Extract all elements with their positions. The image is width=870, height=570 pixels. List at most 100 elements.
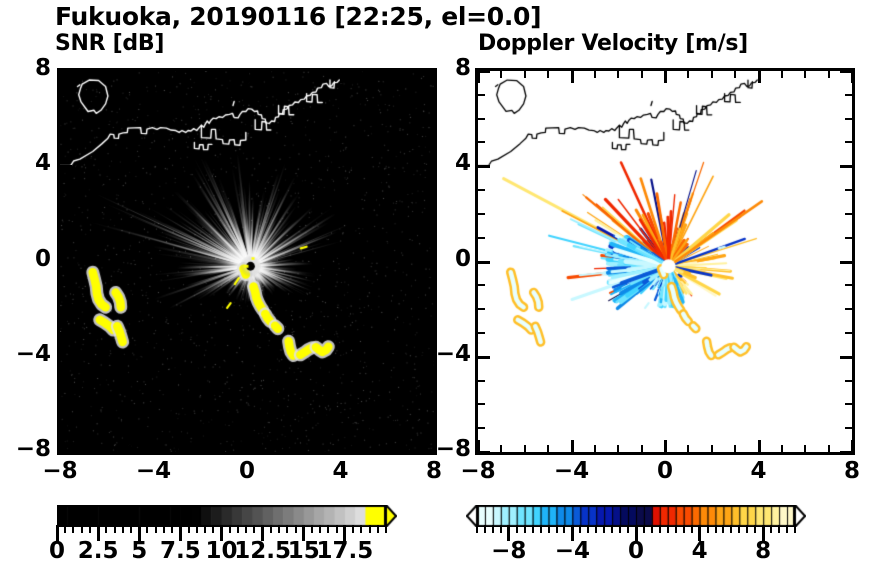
xtick-bottom[interactable] bbox=[58, 440, 62, 452]
ytick-label[interactable]: 0 bbox=[34, 245, 51, 272]
colorbar-tick[interactable] bbox=[294, 525, 297, 533]
xtick-label[interactable]: 8 bbox=[425, 458, 442, 484]
colorbar-tick[interactable] bbox=[563, 525, 566, 533]
colorbar-tick[interactable] bbox=[619, 525, 622, 533]
ytick-label[interactable]: 4 bbox=[454, 150, 471, 177]
ytick-right[interactable] bbox=[427, 332, 434, 334]
ytick-right[interactable] bbox=[427, 380, 434, 382]
ytick-left[interactable] bbox=[60, 284, 67, 286]
ytick-right[interactable] bbox=[427, 118, 434, 120]
ytick-left[interactable] bbox=[60, 427, 67, 429]
ytick-right[interactable] bbox=[845, 427, 852, 429]
colorbar-tick[interactable] bbox=[368, 525, 371, 533]
colorbar-tick[interactable] bbox=[666, 525, 669, 533]
ytick-right[interactable] bbox=[840, 450, 852, 454]
ytick-label[interactable]: 4 bbox=[34, 150, 51, 177]
xtick-bottom[interactable] bbox=[316, 445, 318, 452]
xtick-bottom[interactable] bbox=[687, 445, 689, 452]
xtick-top[interactable] bbox=[547, 71, 549, 78]
ytick-right[interactable] bbox=[422, 260, 434, 264]
xtick-top[interactable] bbox=[386, 71, 388, 78]
ytick-label[interactable]: 0 bbox=[454, 245, 471, 272]
xtick-bottom[interactable] bbox=[850, 440, 854, 452]
xtick-label[interactable]: −8 bbox=[460, 458, 496, 484]
ytick-left[interactable] bbox=[478, 164, 490, 168]
colorbar-tick[interactable] bbox=[786, 525, 789, 533]
xtick-label[interactable]: 4 bbox=[332, 458, 349, 484]
colorbar-tick-label[interactable]: 10 bbox=[205, 538, 238, 564]
colorbar-tick[interactable] bbox=[722, 525, 725, 533]
colorbar-tick[interactable] bbox=[278, 525, 281, 533]
colorbar-tick[interactable] bbox=[195, 525, 198, 533]
xtick-bottom[interactable] bbox=[663, 440, 667, 452]
xtick-label[interactable]: 0 bbox=[656, 458, 673, 484]
xtick-bottom[interactable] bbox=[781, 445, 783, 452]
ytick-left[interactable] bbox=[478, 308, 485, 310]
xtick-bottom[interactable] bbox=[245, 440, 249, 452]
ytick-right[interactable] bbox=[845, 308, 852, 310]
ytick-right[interactable] bbox=[845, 403, 852, 405]
xtick-top[interactable] bbox=[570, 71, 574, 83]
xtick-top[interactable] bbox=[245, 71, 249, 83]
colorbar-tick[interactable] bbox=[570, 525, 574, 541]
colorbar-tick[interactable] bbox=[352, 525, 355, 533]
xtick-top[interactable] bbox=[316, 71, 318, 78]
colorbar-tick[interactable] bbox=[310, 525, 313, 533]
colorbar-tick[interactable] bbox=[611, 525, 614, 533]
colorbar-tick[interactable] bbox=[738, 525, 741, 533]
ytick-left[interactable] bbox=[60, 332, 67, 334]
xtick-bottom[interactable] bbox=[293, 445, 295, 452]
ytick-left[interactable] bbox=[478, 427, 485, 429]
xtick-top[interactable] bbox=[106, 71, 108, 78]
ytick-left[interactable] bbox=[478, 237, 485, 239]
colorbar-tick[interactable] bbox=[642, 525, 645, 533]
xtick-label[interactable]: −4 bbox=[135, 458, 172, 484]
xtick-label[interactable]: 0 bbox=[238, 458, 255, 484]
xtick-bottom[interactable] bbox=[410, 445, 412, 452]
xtick-bottom[interactable] bbox=[734, 445, 736, 452]
colorbar-tick[interactable] bbox=[499, 525, 502, 533]
colorbar-tick[interactable] bbox=[245, 525, 248, 533]
xtick-top[interactable] bbox=[476, 71, 480, 83]
xtick-top[interactable] bbox=[711, 71, 713, 78]
ytick-right[interactable] bbox=[840, 260, 852, 264]
colorbar-tick[interactable] bbox=[88, 525, 91, 533]
colorbar-tick[interactable] bbox=[343, 525, 347, 541]
xtick-bottom[interactable] bbox=[269, 445, 271, 452]
xtick-top[interactable] bbox=[757, 71, 761, 83]
ytick-left[interactable] bbox=[478, 69, 490, 73]
xtick-top[interactable] bbox=[432, 71, 436, 83]
colorbar-tick[interactable] bbox=[137, 525, 141, 541]
ytick-right[interactable] bbox=[427, 94, 434, 96]
colorbar-tick[interactable] bbox=[627, 525, 630, 533]
ytick-right[interactable] bbox=[427, 284, 434, 286]
xtick-bottom[interactable] bbox=[828, 445, 830, 452]
xtick-top[interactable] bbox=[82, 71, 84, 78]
xtick-bottom[interactable] bbox=[363, 445, 365, 452]
xtick-label[interactable]: 8 bbox=[843, 458, 860, 484]
colorbar-tick[interactable] bbox=[555, 525, 558, 533]
ytick-left[interactable] bbox=[478, 213, 485, 215]
colorbar-tick[interactable] bbox=[714, 525, 717, 533]
xtick-top[interactable] bbox=[58, 71, 62, 83]
xtick-top[interactable] bbox=[410, 71, 412, 78]
ytick-right[interactable] bbox=[427, 213, 434, 215]
xtick-label[interactable]: −8 bbox=[42, 458, 78, 484]
ytick-label[interactable]: −4 bbox=[435, 340, 471, 367]
ytick-right[interactable] bbox=[845, 332, 852, 334]
ytick-right[interactable] bbox=[845, 284, 852, 286]
colorbar-tick[interactable] bbox=[162, 525, 165, 533]
xtick-bottom[interactable] bbox=[711, 445, 713, 452]
colorbar-tick[interactable] bbox=[302, 525, 306, 541]
colorbar-tick[interactable] bbox=[603, 525, 606, 533]
xtick-top[interactable] bbox=[828, 71, 830, 78]
xtick-top[interactable] bbox=[500, 71, 502, 78]
colorbar-tick[interactable] bbox=[385, 525, 387, 533]
colorbar-tick-label[interactable]: 0 bbox=[48, 538, 65, 564]
ytick-right[interactable] bbox=[840, 164, 852, 168]
colorbar-tick[interactable] bbox=[730, 525, 733, 533]
xtick-top[interactable] bbox=[617, 71, 619, 78]
ytick-left[interactable] bbox=[478, 355, 490, 359]
xtick-bottom[interactable] bbox=[476, 440, 480, 452]
ytick-left[interactable] bbox=[478, 450, 490, 454]
